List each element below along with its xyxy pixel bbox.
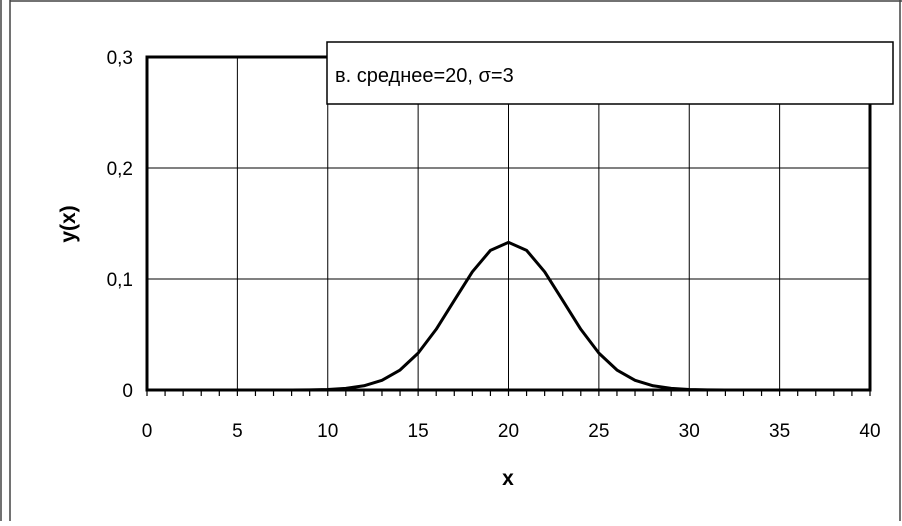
y-tick-label: 0,1 xyxy=(107,270,133,291)
legend-box xyxy=(326,41,894,105)
x-tick-label: 40 xyxy=(859,421,880,442)
tick-labels: 0 5 10 15 20 25 30 35 40 0 0,1 0,2 0,3 xyxy=(107,48,881,442)
x-tick-label: 15 xyxy=(408,421,429,442)
x-tick-label: 0 xyxy=(142,421,153,442)
legend-label: в. среднее=20, σ=3 xyxy=(335,65,514,87)
x-tick-label: 30 xyxy=(679,421,700,442)
y-tick-label: 0,2 xyxy=(107,159,133,180)
series-line xyxy=(147,240,870,392)
x-tick-label: 20 xyxy=(498,421,519,442)
x-tick-label: 5 xyxy=(232,421,243,442)
y-tick-label: 0 xyxy=(122,381,133,402)
x-tick-label: 10 xyxy=(317,421,338,442)
legend: в. среднее=20, σ=3 xyxy=(326,41,894,105)
y-tick-label: 0,3 xyxy=(107,48,133,69)
grid-lines xyxy=(146,56,871,391)
x-axis-title: x xyxy=(502,467,514,490)
y-axis-title: y(x) xyxy=(57,205,80,242)
x-tick-label: 35 xyxy=(769,421,790,442)
x-tick-label: 25 xyxy=(588,421,609,442)
